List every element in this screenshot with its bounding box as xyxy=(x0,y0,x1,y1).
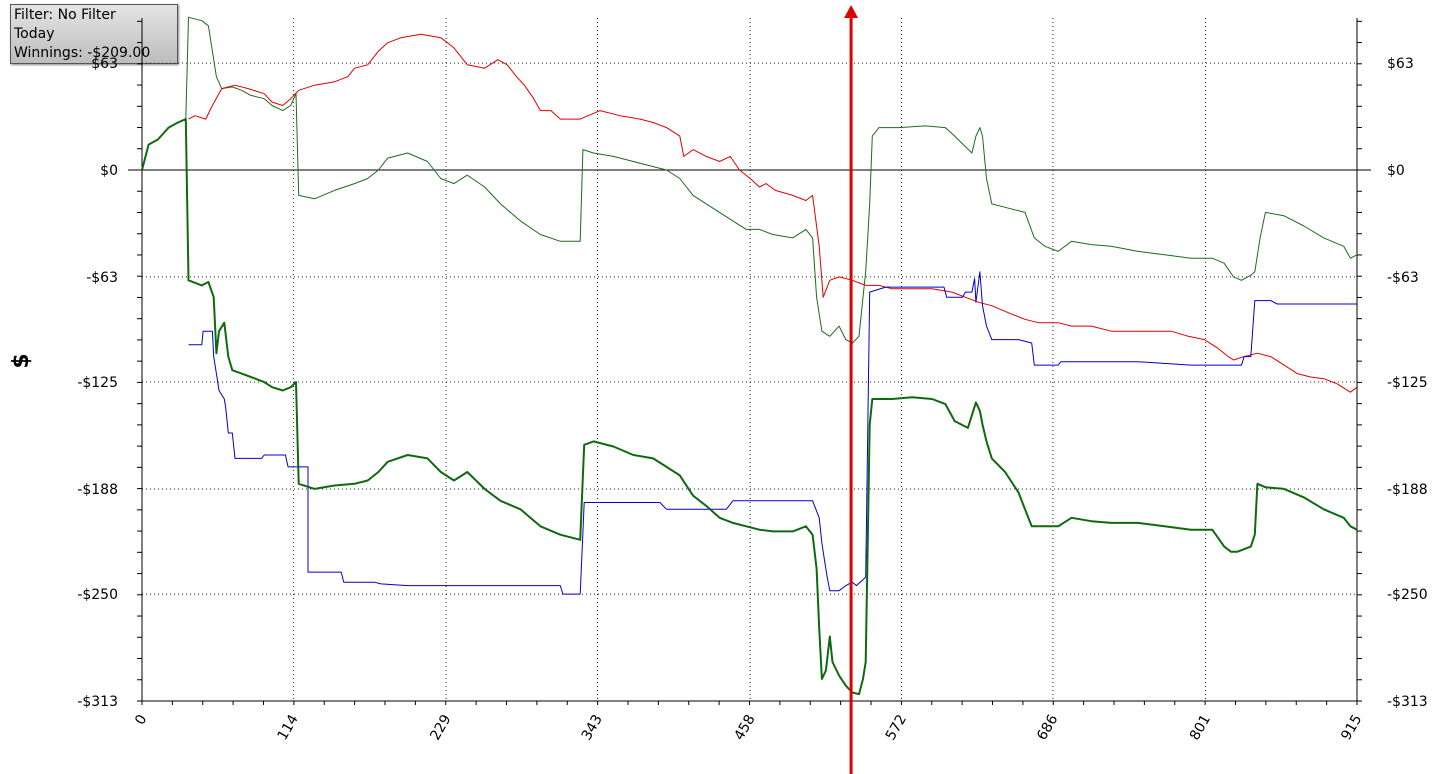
x-tick-label: 343 xyxy=(579,712,606,743)
filter-label: Filter: No Filter xyxy=(14,7,116,23)
x-tick-label: 458 xyxy=(731,712,758,743)
x-tick-label: 0 xyxy=(132,712,150,728)
x-tick-label: 915 xyxy=(1338,712,1365,743)
y-tick-label-left: $63 xyxy=(91,56,118,72)
position-marker[interactable] xyxy=(844,5,859,774)
filter-info-box: Filter: No Filter Today Winnings: -$209.… xyxy=(10,4,178,64)
marker-arrow-icon xyxy=(844,5,859,18)
y-tick-label-right: -$250 xyxy=(1387,587,1428,603)
y-tick-label-right: -$63 xyxy=(1387,270,1419,286)
x-tick-label: 229 xyxy=(427,712,454,743)
series-line-blue xyxy=(188,271,1357,595)
chart-axes: $63 $63 $0 $0 -$63 -$63 -$125 -$125 -$188 -$188 -$… xyxy=(77,18,1428,743)
x-tick-label: 686 xyxy=(1034,712,1061,743)
series-line-red xyxy=(188,33,1358,393)
y-tick-label-right: $0 xyxy=(1387,163,1405,179)
series-group xyxy=(141,16,1358,696)
y-tick-label-right: $63 xyxy=(1387,56,1414,72)
y-tick-label-right: -$188 xyxy=(1387,482,1428,498)
period-label: Today xyxy=(14,26,55,42)
y-tick-label-left: -$125 xyxy=(77,375,118,391)
x-tick-label: 801 xyxy=(1187,712,1214,743)
x-tick-label: 572 xyxy=(883,712,910,743)
series-line-thin_green xyxy=(141,16,1358,344)
y-tick-label-left: $0 xyxy=(100,163,118,179)
y-tick-label-left: -$313 xyxy=(77,694,118,710)
y-tick-label-left: -$188 xyxy=(77,482,118,498)
y-tick-label-left: -$250 xyxy=(77,587,118,603)
y-axis-label: $ xyxy=(9,353,34,368)
series-line-thick_green xyxy=(141,118,1358,696)
y-tick-label-right: -$125 xyxy=(1387,375,1428,391)
x-tick-label: 114 xyxy=(275,712,302,743)
y-tick-label-left: -$63 xyxy=(86,270,118,286)
y-tick-label-right: -$313 xyxy=(1387,694,1428,710)
grid-lines xyxy=(142,18,1357,702)
winnings-label: Winnings: -$209.00 xyxy=(14,45,151,61)
